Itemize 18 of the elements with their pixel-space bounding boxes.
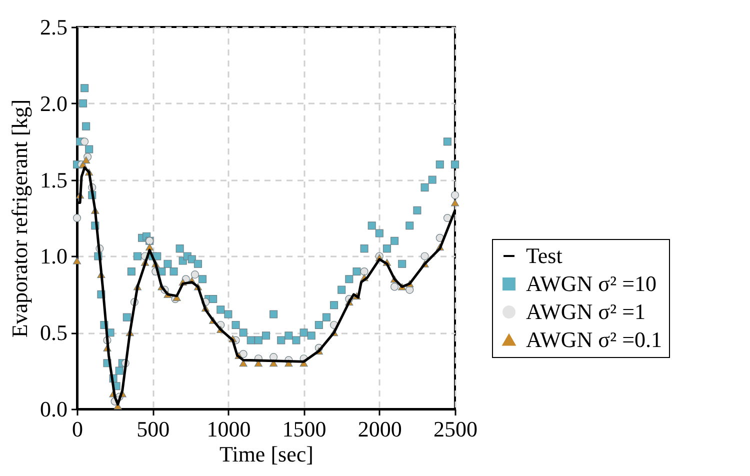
x-tick-label: 1500 [282,416,326,442]
y-tick-label: 1.5 [40,167,68,192]
y-tick-label: 2.0 [40,90,68,116]
x-tick-label: 1000 [206,416,251,442]
y-tick-label: 0.5 [40,320,68,346]
x-axis-title: Time [sec] [220,442,314,466]
y-axis-title: Evaporator refrigerant [kg] [7,99,32,338]
y-tick-label: 0.0 [40,396,68,422]
legend-label: AWGN σ² =10 [526,271,657,296]
x-tick-label: 2500 [434,416,478,442]
x-tick-label: 2000 [358,416,402,442]
legend-label: AWGN σ² =0.1 [526,327,662,352]
y-tick-label: 2.5 [40,14,68,40]
x-tick-label: 500 [136,416,170,442]
legend-label: AWGN σ² =1 [526,299,646,324]
y-tick-label: 1.0 [40,244,68,269]
x-tick-label: 0 [72,416,83,442]
legend-label: Test [526,243,562,268]
